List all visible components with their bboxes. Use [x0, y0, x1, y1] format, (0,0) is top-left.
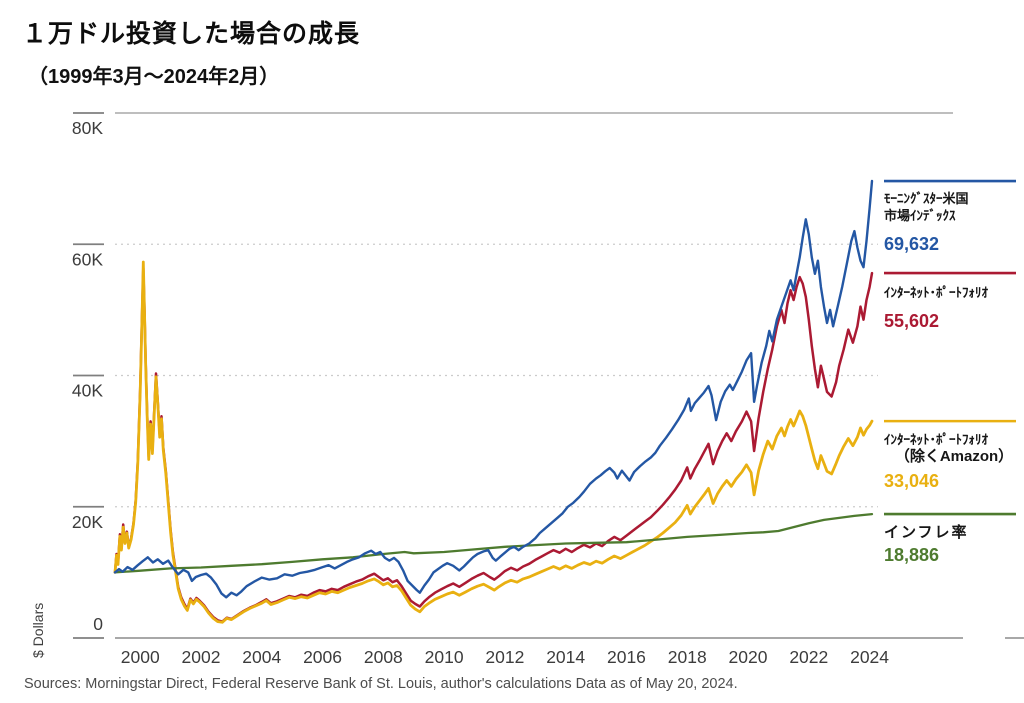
y-tick-label-80K: 80K — [72, 118, 103, 138]
legend-value: 33,046 — [884, 471, 940, 491]
legend-value: 18,886 — [884, 545, 940, 565]
legend-label: インフレ率 — [884, 524, 969, 541]
x-tick-label-2010: 2010 — [425, 647, 464, 667]
x-tick-label-2000: 2000 — [121, 647, 160, 667]
y-tick-label-0: 0 — [93, 614, 103, 634]
series-line-internet-portfolio-ex-amazon — [113, 260, 874, 624]
x-tick-label-2004: 2004 — [242, 647, 281, 667]
y-tick-label-20K: 20K — [72, 512, 103, 532]
page-subtitle: （1999年3月～2024年2月） — [28, 66, 280, 88]
x-tick-label-2018: 2018 — [668, 647, 707, 667]
series-line-internet-portfolio — [113, 266, 874, 623]
legend-label: ﾓｰﾆﾝｸﾞｽﾀｰ米国 市場ｲﾝﾃﾞｯｸｽ — [884, 191, 969, 223]
page-title: １万ドル投資した場合の成長 — [22, 20, 361, 48]
legend-label: ｲﾝﾀｰﾈｯﾄ･ﾎﾟｰﾄﾌｫﾘｵ （除くAmazon） — [884, 432, 1014, 465]
x-tick-label-2024: 2024 — [850, 647, 889, 667]
x-tick-label-2008: 2008 — [364, 647, 403, 667]
x-tick-label-2014: 2014 — [546, 647, 585, 667]
legend-inflation-rate: インフレ率 18,886 — [884, 524, 1024, 566]
series-line-inflation — [113, 512, 874, 574]
legend-morningstar-us-market-index: ﾓｰﾆﾝｸﾞｽﾀｰ米国 市場ｲﾝﾃﾞｯｸｽ 69,632 — [884, 190, 1024, 255]
y-tick-label-60K: 60K — [72, 249, 103, 269]
source-note: Sources: Morningstar Direct, Federal Res… — [24, 676, 738, 692]
legend-internet-portfolio-ex-amazon: ｲﾝﾀｰﾈｯﾄ･ﾎﾟｰﾄﾌｫﾘｵ （除くAmazon） 33,046 — [884, 431, 1024, 492]
legend-value: 69,632 — [884, 234, 940, 254]
x-tick-label-2022: 2022 — [789, 647, 828, 667]
y-tick-label-40K: 40K — [72, 381, 103, 401]
legend-value: 55,602 — [884, 311, 940, 331]
x-tick-label-2006: 2006 — [303, 647, 342, 667]
legend-label: ｲﾝﾀｰﾈｯﾄ･ﾎﾟｰﾄﾌｫﾘｵ — [884, 285, 988, 300]
series-line-morningstar-us-market-index — [113, 179, 874, 599]
x-tick-label-2012: 2012 — [485, 647, 524, 667]
x-tick-label-2002: 2002 — [182, 647, 221, 667]
x-tick-label-2016: 2016 — [607, 647, 646, 667]
x-tick-label-2020: 2020 — [729, 647, 768, 667]
legend-internet-portfolio: ｲﾝﾀｰﾈｯﾄ･ﾎﾟｰﾄﾌｫﾘｵ 55,602 — [884, 284, 1024, 332]
